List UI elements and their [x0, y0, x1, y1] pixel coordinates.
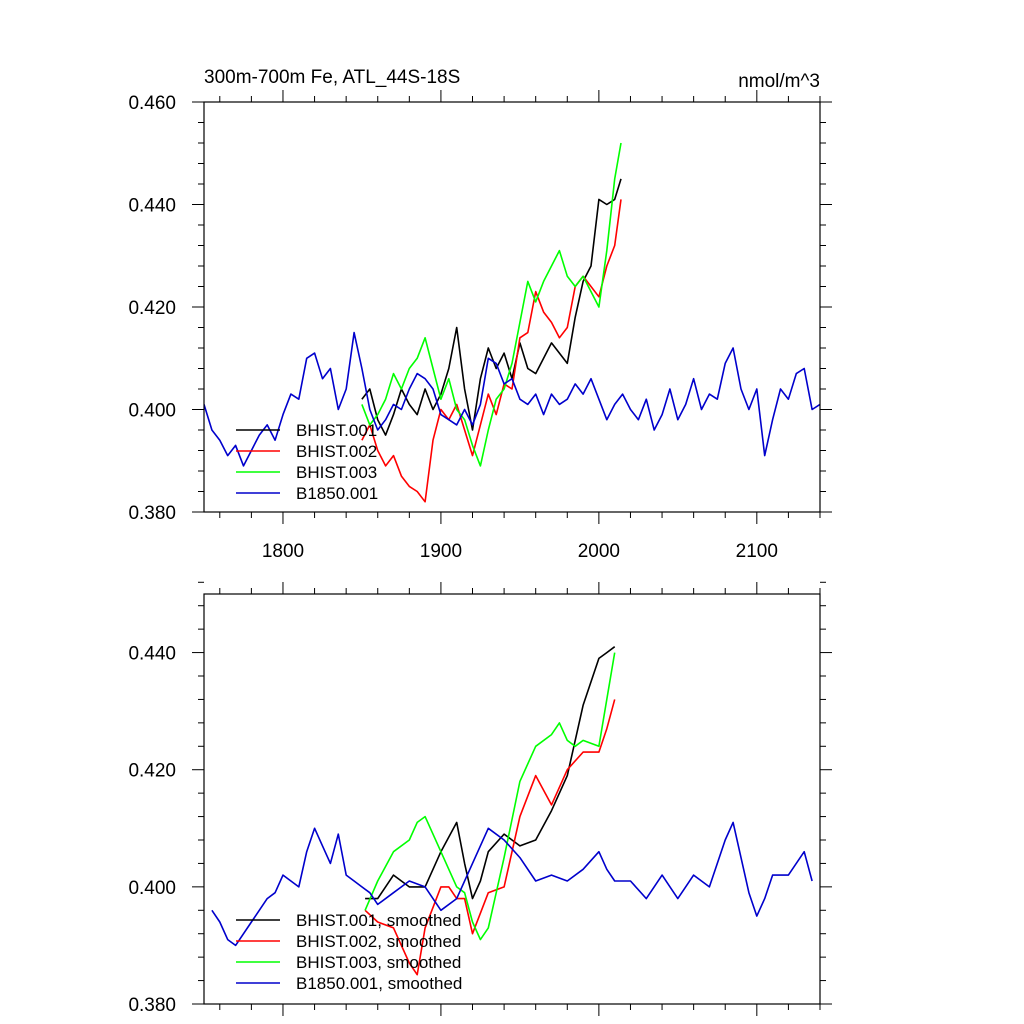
top-series-layer	[204, 142, 820, 503]
y-tick-label: 0.420	[128, 761, 176, 782]
x-tick-label: 1800	[262, 541, 304, 562]
legend-label: BHIST.003	[296, 463, 377, 482]
top-legend: BHIST.001 BHIST.002 BHIST.003 B1850.001	[236, 421, 378, 503]
y-tick-label: 0.420	[128, 298, 176, 319]
plot-frame	[203, 593, 821, 1005]
legend-label: B1850.001, smoothed	[296, 974, 462, 993]
legend-label: B1850.001	[296, 484, 378, 503]
legend-label: BHIST.002	[296, 442, 377, 461]
top-axes: 0.380 0.400 0.420 0.440 0.460 1800 1900 2000 210…	[128, 90, 832, 562]
series-line-1	[365, 646, 616, 900]
y-tick-label: 0.400	[128, 878, 176, 899]
legend-label: BHIST.002, smoothed	[296, 932, 461, 951]
series-line-4	[211, 821, 813, 947]
y-tick-label: 0.440	[128, 644, 176, 665]
series-line-3	[364, 652, 616, 941]
series-line-1	[361, 178, 622, 436]
series-line-2	[361, 199, 622, 503]
y-tick-label: 0.400	[128, 401, 176, 422]
series-line-3	[361, 142, 622, 467]
units-label: nmol/m^3	[738, 71, 820, 92]
bottom-panel: BHIST.001, smoothed BHIST.002, smoothed BH…	[128, 581, 832, 1016]
y-tick-label: 0.380	[128, 503, 176, 524]
legend-label: BHIST.001	[296, 421, 377, 440]
y-tick-label: 0.440	[128, 196, 176, 217]
y-tick-label: 0.380	[128, 995, 176, 1016]
x-tick-label: 1900	[420, 541, 462, 562]
chart-title: 300m-700m Fe, ATL_44S-18S	[204, 67, 460, 88]
series-line-2	[364, 699, 616, 976]
legend-label: BHIST.003, smoothed	[296, 953, 461, 972]
bottom-axes: 0.380 0.400 0.420 0.440	[128, 581, 832, 1016]
x-tick-label: 2000	[578, 541, 620, 562]
y-tick-label: 0.460	[128, 93, 176, 114]
bottom-series-layer	[211, 646, 813, 976]
x-tick-label: 2100	[736, 541, 778, 562]
series-line-4	[204, 331, 820, 467]
bottom-legend: BHIST.001, smoothed BHIST.002, smoothed BH…	[236, 911, 462, 993]
top-panel: BHIST.001 BHIST.002 BHIST.003 B1850.001 0.3…	[128, 90, 832, 562]
legend-label: BHIST.001, smoothed	[296, 911, 461, 930]
